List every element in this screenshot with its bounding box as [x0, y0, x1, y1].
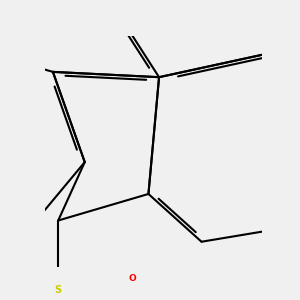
Text: S: S — [55, 284, 62, 295]
Text: O: O — [128, 274, 136, 284]
